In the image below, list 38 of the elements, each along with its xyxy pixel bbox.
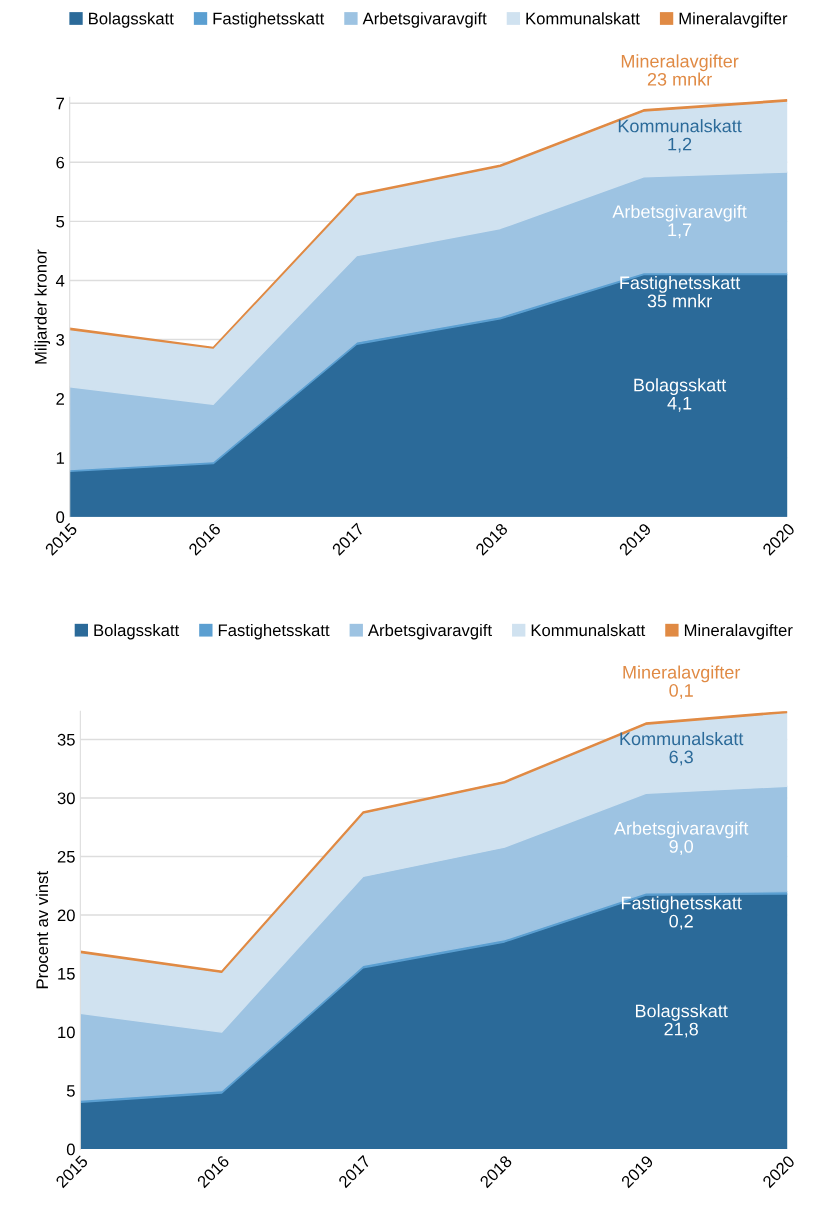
y-tick-label: 3 (56, 333, 65, 346)
y-tick-label: 10 (58, 1026, 75, 1039)
y-tick-label: 7 (56, 97, 64, 110)
y-axis-title: Procent av vinst (35, 871, 49, 989)
y-tick-label: 0 (56, 511, 65, 523)
legend-label: Bolagsskatt (89, 12, 174, 28)
annotation: Kommunalskatt 6,3 (620, 731, 744, 766)
y-tick-label: 4 (55, 275, 65, 287)
annotation: Bolagsskatt 21,8 (635, 1004, 728, 1038)
legend-label: Kommunalskatt (531, 623, 646, 637)
y-tick-label: 20 (57, 909, 75, 922)
legend-label: Fastighetsskatt (213, 12, 325, 28)
y-tick-label: 35 (57, 733, 75, 746)
y-axis-title: Miljarder kronor (34, 249, 51, 364)
text: Mineralavgifter 0,1 (623, 665, 741, 699)
annotation: Fastighetsskatt 0,2 (621, 896, 742, 930)
legend-label: Fastighetsskatt (218, 623, 330, 640)
legend-label: Kommunalskatt (526, 12, 640, 25)
annotation: Arbetsgivaravgift 9,0 (613, 821, 749, 855)
y-tick-label: 5 (66, 1085, 75, 1097)
text: Mineralavgifter 23 mnkr (621, 54, 739, 86)
y-tick-label: 1 (56, 452, 65, 464)
y-tick-label: 5 (56, 215, 65, 228)
y-tick-label: 15 (58, 968, 75, 980)
annotation: Kommunalskatt 1,2 (618, 119, 742, 153)
annotation: Fastighetsskatt 35 mnkr (620, 275, 741, 308)
legend-label: Arbetsgivaravgift (362, 12, 487, 28)
y-tick-label: 25 (57, 850, 75, 863)
y-tick-label: 2 (56, 393, 64, 405)
legend-label: Mineralavgifter (679, 12, 788, 28)
y-tick-label: 6 (56, 156, 65, 169)
legend-label: Arbetsgivaravgift (367, 623, 492, 640)
legend-label: Mineralavgifter (684, 623, 793, 640)
y-tick-label: 0 (66, 1143, 75, 1156)
y-tick-label: 30 (57, 792, 75, 805)
annotation: Bolagsskatt 4,1 (634, 378, 727, 412)
annotation: Arbetsgivaravgift 1,7 (612, 204, 747, 239)
legend-label: Bolagsskatt (94, 623, 180, 640)
